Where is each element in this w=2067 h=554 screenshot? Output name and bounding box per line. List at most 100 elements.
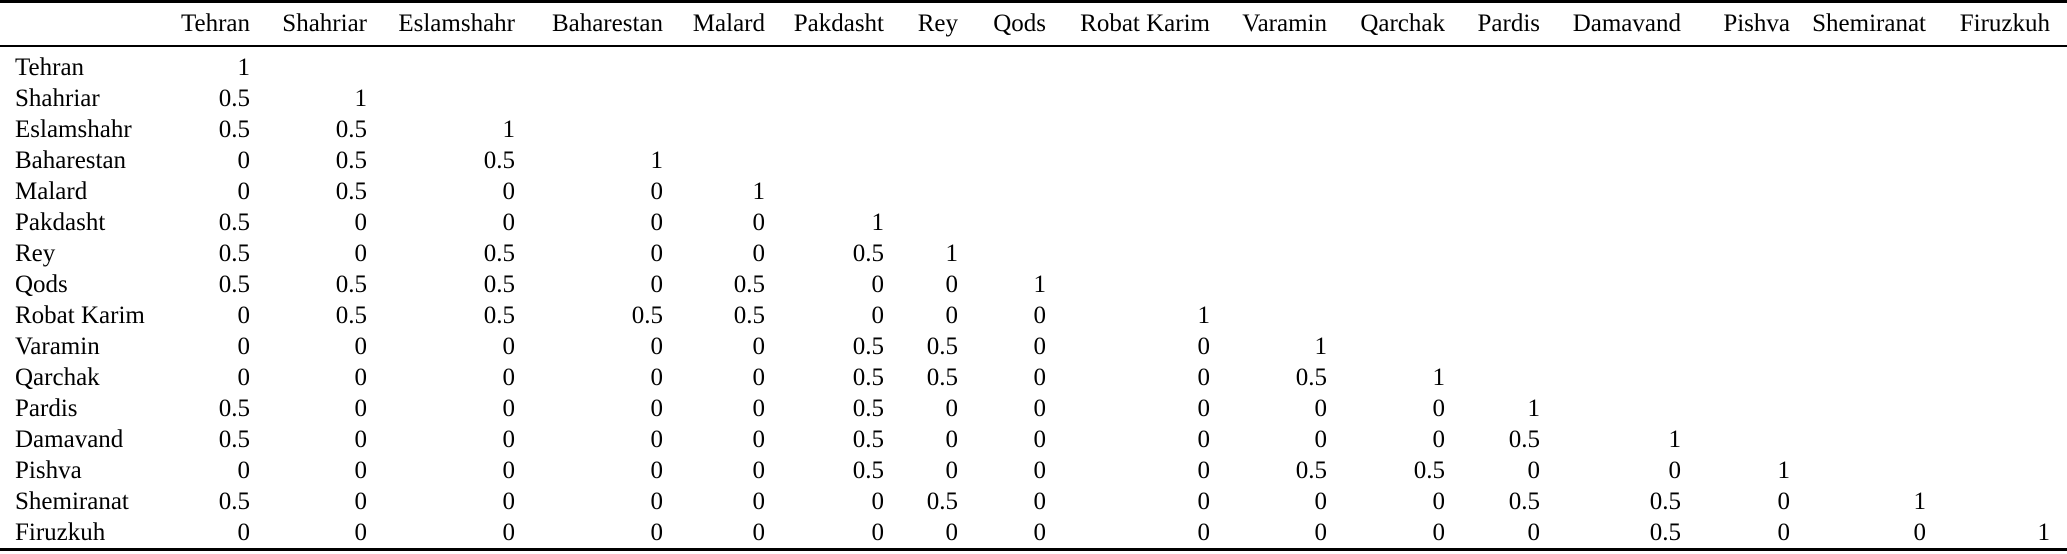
matrix-cell: 0.5 [852, 425, 884, 453]
empty-cell [1540, 83, 1681, 114]
matrix-cell: 0 [1033, 301, 1047, 329]
empty-cell [884, 145, 958, 176]
matrix-cell: 0.5 [335, 270, 367, 298]
empty-cell [1681, 393, 1790, 424]
matrix-cell: 0 [502, 332, 516, 360]
matrix-cell: 0 [354, 208, 368, 236]
matrix-cell: 0 [871, 518, 885, 546]
matrix-cell: 0 [650, 332, 664, 360]
empty-cell [1681, 114, 1790, 145]
matrix-cell: 0.5 [218, 425, 250, 453]
matrix-cell: 0.5 [335, 146, 367, 174]
empty-cell [1327, 114, 1445, 145]
table-row: Robat Karim 0 0.5 0.5 0.5 0.5 0 0 0 1 [0, 300, 2067, 331]
empty-cell [958, 238, 1046, 269]
empty-cell [958, 207, 1046, 238]
matrix-cell: 0 [502, 518, 516, 546]
column-header: Rey [884, 1, 958, 47]
empty-cell [515, 83, 663, 114]
empty-cell [1210, 145, 1327, 176]
empty-cell [1926, 300, 2067, 331]
matrix-cell: 0.5 [218, 115, 250, 143]
table-row: Rey 0.5 0 0.5 0 0 0.5 1 [0, 238, 2067, 269]
matrix-cell: 0 [354, 487, 368, 515]
empty-cell [1790, 176, 1926, 207]
row-label: Qarchak [15, 363, 100, 391]
matrix-cell: 0 [237, 146, 251, 174]
empty-cell [1681, 331, 1790, 362]
empty-cell [1790, 393, 1926, 424]
empty-cell [1210, 207, 1327, 238]
empty-cell [1790, 145, 1926, 176]
table-row: Qarchak 0 0 0 0 0 0.5 0.5 0 0 0.5 1 [0, 362, 2067, 393]
matrix-cell: 0.5 [335, 177, 367, 205]
column-header: Firuzkuh [1926, 1, 2067, 47]
matrix-cell: 0 [1314, 487, 1328, 515]
table-row: Eslamshahr 0.5 0.5 1 [0, 114, 2067, 145]
matrix-cell: 0.5 [852, 363, 884, 391]
empty-cell [1926, 424, 2067, 455]
empty-cell [1445, 46, 1540, 83]
empty-cell [1681, 145, 1790, 176]
empty-cell [1926, 145, 2067, 176]
matrix-cell: 0 [1197, 394, 1211, 422]
empty-cell [663, 145, 765, 176]
empty-cell [1046, 46, 1210, 83]
empty-cell [1790, 331, 1926, 362]
empty-cell [1445, 362, 1540, 393]
matrix-cell: 0 [752, 425, 766, 453]
empty-cell [1681, 176, 1790, 207]
column-header: Robat Karim [1046, 1, 1210, 47]
matrix-cell: 0 [1432, 487, 1446, 515]
empty-cell [1926, 83, 2067, 114]
empty-cell [1926, 393, 2067, 424]
matrix-cell: 0 [871, 301, 885, 329]
empty-cell [1926, 269, 2067, 300]
empty-cell [1790, 46, 1926, 83]
empty-cell [515, 46, 663, 83]
matrix-cell: 0 [237, 301, 251, 329]
empty-cell [884, 114, 958, 145]
matrix-cell: 0 [1197, 456, 1211, 484]
matrix-cell: 0 [502, 363, 516, 391]
matrix-cell: 0.5 [926, 332, 958, 360]
matrix-cell: 0.5 [483, 146, 515, 174]
empty-cell [1681, 362, 1790, 393]
matrix-cell: 0.5 [218, 270, 250, 298]
matrix-cell: 0 [945, 394, 959, 422]
matrix-cell: 1 [945, 239, 959, 267]
matrix-cell: 0 [1033, 518, 1047, 546]
matrix-cell: 0.5 [218, 84, 250, 112]
table-row: Baharestan 0 0.5 0.5 1 [0, 145, 2067, 176]
matrix-cell: 0.5 [733, 301, 765, 329]
table-row: Damavand 0.5 0 0 0 0 0.5 0 0 0 0 0 0.5 1 [0, 424, 2067, 455]
column-header: Pardis [1445, 1, 1540, 47]
matrix-cell: 0.5 [218, 208, 250, 236]
matrix-cell: 0 [1668, 456, 1682, 484]
matrix-cell: 0.5 [1295, 456, 1327, 484]
empty-cell [1445, 269, 1540, 300]
empty-cell [884, 176, 958, 207]
empty-cell [1681, 424, 1790, 455]
matrix-cell: 0 [354, 456, 368, 484]
matrix-cell: 0.5 [483, 239, 515, 267]
empty-cell [1210, 46, 1327, 83]
matrix-cell: 0.5 [1413, 456, 1445, 484]
row-label: Malard [15, 177, 88, 205]
matrix-cell: 0 [1033, 332, 1047, 360]
empty-cell [1046, 145, 1210, 176]
matrix-cell: 0 [1314, 425, 1328, 453]
empty-cell [1327, 83, 1445, 114]
column-header: Pishva [1681, 1, 1790, 47]
row-label: Robat Karim [15, 301, 145, 329]
empty-cell [1327, 207, 1445, 238]
matrix-cell: 0.5 [483, 301, 515, 329]
matrix-cell: 0 [1432, 518, 1446, 546]
matrix-cell: 0 [1197, 487, 1211, 515]
matrix-cell: 0.5 [926, 487, 958, 515]
column-header: Damavand [1540, 1, 1681, 47]
matrix-cell: 0.5 [852, 332, 884, 360]
matrix-cell: 0 [354, 518, 368, 546]
row-label: Rey [15, 239, 56, 267]
